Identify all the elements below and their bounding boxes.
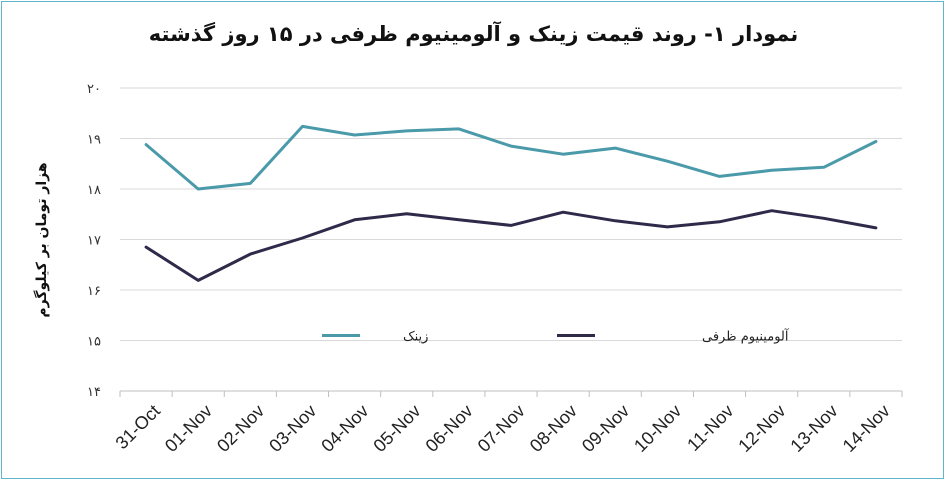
x-tick-label: 07-Nov — [474, 401, 529, 456]
y-tick-label: ۲۰ — [87, 82, 101, 97]
y-tick-label: ۱۵ — [87, 335, 101, 350]
legend-label-1: زینک — [403, 329, 428, 344]
x-tick-label: 01-Nov — [161, 401, 216, 456]
x-tick-label: 11-Nov — [683, 401, 737, 455]
x-tick-label: 13-Nov — [787, 401, 842, 456]
x-tick-label: 10-Nov — [630, 401, 685, 456]
x-tick-label: 31-Oct — [112, 401, 164, 453]
chart-title: نمودار ۱- روند قیمت زینک و آلومینیوم ظرف… — [148, 22, 799, 46]
x-tick-label: 02-Nov — [213, 401, 268, 456]
x-tick-label: 03-Nov — [265, 401, 320, 456]
y-tick-label: ۱۸ — [87, 183, 101, 198]
series-line-2 — [144, 209, 878, 282]
series-line-1 — [144, 124, 878, 191]
y-tick-label: ۱۷ — [87, 234, 101, 249]
x-tick-label: 12-Nov — [734, 401, 789, 456]
x-tick-label: 06-Nov — [422, 401, 477, 456]
y-tick-label: ۱۴ — [87, 385, 101, 400]
y-tick-label: ۱۹ — [87, 133, 101, 148]
x-tick-label: 08-Nov — [526, 401, 581, 456]
x-tick-label: 05-Nov — [369, 401, 424, 456]
x-tick-label: 14-Nov — [839, 401, 894, 456]
x-tick-label: 09-Nov — [578, 401, 633, 456]
x-tick-label: 04-Nov — [317, 401, 372, 456]
y-tick-label: ۱۶ — [87, 284, 101, 299]
legend-label-2: آلومینیوم ظرفی — [702, 327, 790, 344]
